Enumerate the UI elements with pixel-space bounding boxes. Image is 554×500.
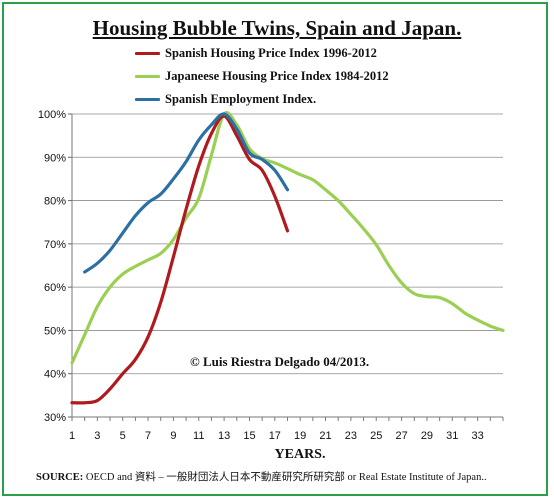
y-tick-label: 60% <box>44 282 66 294</box>
x-tick-label: 31 <box>446 430 458 442</box>
legend-item-spanish-employment: Spanish Employment Index. <box>135 90 316 108</box>
x-tick-label: 21 <box>319 430 331 442</box>
y-tick-labels: 30% 40% 50% 60% 70% 80% 90% 100% <box>38 109 66 424</box>
y-tick-label: 70% <box>44 239 66 251</box>
legend-item-japanese-housing: Japaneese Housing Price Index 1984-2012 <box>135 67 389 85</box>
y-tick-label: 30% <box>44 412 66 424</box>
x-tick-label: 33 <box>472 430 484 442</box>
x-tick-label: 19 <box>294 430 306 442</box>
series-line-spanish-housing <box>70 114 290 405</box>
y-tick-label: 40% <box>44 369 66 381</box>
x-tick-label: 15 <box>243 430 255 442</box>
legend-item-spanish-housing: Spanish Housing Price Index 1996-2012 <box>135 44 377 62</box>
series-line-spanish-employment <box>83 112 290 274</box>
y-tick-label: 90% <box>44 152 66 164</box>
y-tick-label: 50% <box>44 325 66 337</box>
x-tick-label: 27 <box>395 430 407 442</box>
x-tick-labels: 1 3 5 7 9 11 13 15 17 19 21 23 25 27 29 31 33 <box>69 430 484 442</box>
chart-title: Housing Bubble Twins, Spain and Japan. <box>92 16 462 40</box>
series-lines <box>70 111 505 405</box>
source-label: SOURCE: <box>36 472 84 483</box>
x-tick-label: 29 <box>421 430 433 442</box>
x-tick-label: 9 <box>170 430 176 442</box>
x-tick-label: 5 <box>120 430 126 442</box>
chart-frame <box>2 2 548 496</box>
source-note: SOURCE: OECD and 資料 – 一般財団法人日本不動産研究所研究部 … <box>36 469 526 484</box>
legend-swatch-spanish-housing <box>135 51 160 55</box>
x-tick-label: 13 <box>218 430 230 442</box>
x-tick-label: 23 <box>345 430 357 442</box>
legend-label-spanish-housing: Spanish Housing Price Index 1996-2012 <box>165 45 377 60</box>
legend-label-japanese-housing: Japaneese Housing Price Index 1984-2012 <box>165 68 389 83</box>
legend-label-spanish-employment: Spanish Employment Index. <box>165 91 317 106</box>
y-tick-label: 100% <box>38 109 66 121</box>
y-tick-label: 80% <box>44 196 66 208</box>
series-line-japanese-housing <box>70 111 505 365</box>
x-tick-label: 1 <box>69 430 75 442</box>
x-tick-label: 11 <box>193 430 204 442</box>
legend-swatch-spanish-employment <box>135 97 160 101</box>
legend-swatch-japanese-housing <box>135 74 160 78</box>
axes <box>68 113 504 421</box>
copyright-annotation: © Luis Riestra Delgado 04/2013. <box>190 354 370 369</box>
x-tick-label: 17 <box>269 430 281 442</box>
x-tick-label: 25 <box>370 430 382 442</box>
x-tick-label: 3 <box>94 430 100 442</box>
x-tick-label: 7 <box>145 430 151 442</box>
x-axis-title: YEARS. <box>274 447 326 462</box>
source-text: OECD and 資料 – 一般財団法人日本不動産研究所研究部 or Real … <box>85 472 487 483</box>
